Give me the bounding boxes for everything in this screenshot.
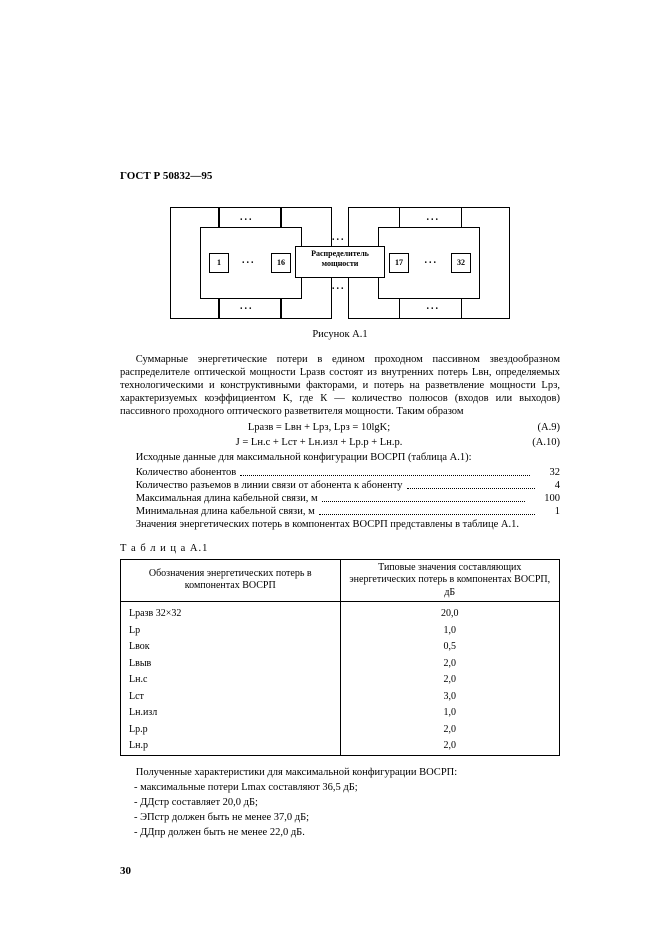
dots-top-left: ...	[240, 212, 254, 225]
figure-a1: 1 16 17 32 Распределитель мощности ... .…	[170, 202, 510, 322]
dots-center-bot: ...	[332, 281, 346, 294]
config-list-item: Минимальная длина кабельной связи, м 1	[120, 505, 560, 518]
eq-a10-body: J = Lн.с + Lст + Lн.изл + Lр.р + Lн.р.	[120, 436, 518, 449]
list-intro: Исходные данные для максимальной конфигу…	[120, 451, 560, 464]
dots-bot-right: ...	[427, 301, 441, 314]
config-list: Количество абонентов 32Количество разъем…	[120, 466, 560, 519]
table-row: Lвок0,5	[121, 639, 560, 656]
eq-a9-body: Lразв = Lвн + Lрз, Lрз = 10lgK;	[120, 421, 518, 434]
dots-bot-left: ...	[240, 301, 254, 314]
eq-a9-num: (А.9)	[518, 421, 560, 434]
table-title: Т а б л и ц а А.1	[120, 542, 560, 555]
page-number: 30	[120, 865, 131, 877]
equation-a9: Lразв = Lвн + Lрз, Lрз = 10lgK; (А.9)	[120, 421, 560, 434]
results-bullet: - ДДстр составляет 20,0 дБ;	[134, 796, 560, 809]
list-outro: Значения энергетических потерь в компоне…	[120, 518, 560, 531]
table-header-2: Типовые значения составляющих энергетиче…	[340, 559, 560, 602]
results-intro: Полученные характеристики для максимальн…	[120, 766, 560, 779]
table-row: Lвыв2,0	[121, 656, 560, 673]
page-content: ГОСТ Р 50832—95 1 16 17 32 Распределител…	[120, 170, 560, 841]
config-list-item: Максимальная длина кабельной связи, м 10…	[120, 492, 560, 505]
figure-caption: Рисунок А.1	[120, 328, 560, 341]
node-1: 1	[209, 253, 229, 273]
dots-top-right: ...	[427, 212, 441, 225]
table-row: Lр1,0	[121, 623, 560, 640]
node-17: 17	[389, 253, 409, 273]
config-list-item: Количество абонентов 32	[120, 466, 560, 479]
results-block: Полученные характеристики для максимальн…	[120, 766, 560, 840]
node-32: 32	[451, 253, 471, 273]
document-header: ГОСТ Р 50832—95	[120, 170, 560, 184]
results-bullet: - максимальные потери Lmax составляют 36…	[134, 781, 560, 794]
table-row: Lн.р2,0	[121, 738, 560, 755]
table-row: Lст3,0	[121, 689, 560, 706]
dots-mid-right: ...	[425, 255, 439, 268]
table-row: Lразв 32×3220,0	[121, 602, 560, 623]
table-row: Lн.с2,0	[121, 672, 560, 689]
equation-a10: J = Lн.с + Lст + Lн.изл + Lр.р + Lн.р. (…	[120, 436, 560, 449]
distributor-label: Распределитель мощности	[295, 246, 385, 278]
node-16: 16	[271, 253, 291, 273]
results-bullet: - ЭПстр должен быть не менее 37,0 дБ;	[134, 811, 560, 824]
table-a1: Обозначения энергетических потерь в комп…	[120, 559, 560, 756]
table-row: Lр.р2,0	[121, 722, 560, 739]
paragraph-1: Суммарные энергетические потери в едином…	[120, 353, 560, 419]
dots-mid-left: ...	[242, 255, 256, 268]
results-bullet: - ДДпр должен быть не менее 22,0 дБ.	[134, 826, 560, 839]
config-list-item: Количество разъемов в линии связи от або…	[120, 479, 560, 492]
table-row: Lн.изл1,0	[121, 705, 560, 722]
table-header-1: Обозначения энергетических потерь в комп…	[121, 559, 341, 602]
eq-a10-num: (А.10)	[518, 436, 560, 449]
dots-center-top: ...	[332, 232, 346, 245]
